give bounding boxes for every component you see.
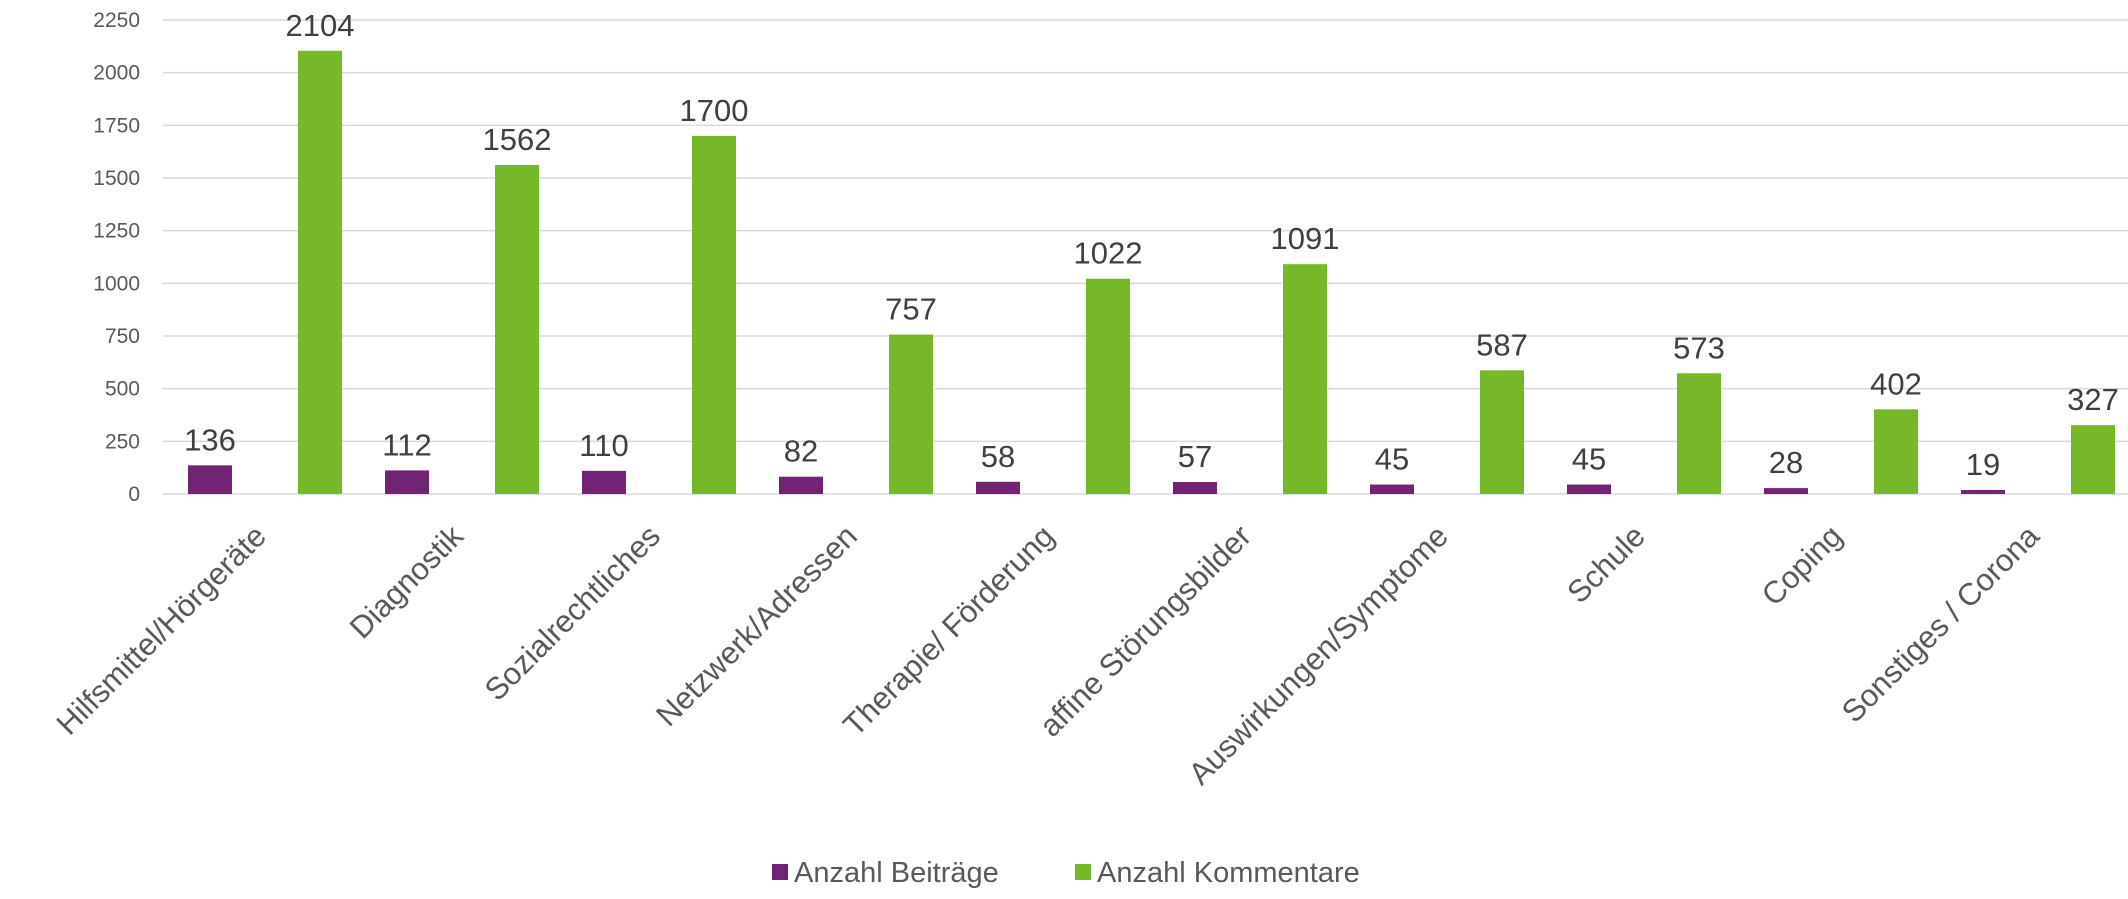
bar-beitraege [1567, 484, 1611, 494]
legend-swatch [1075, 864, 1091, 880]
bar-beitraege [188, 465, 232, 494]
data-label: 573 [1673, 330, 1725, 365]
bars [188, 50, 2115, 495]
y-tick-label: 0 [128, 483, 140, 506]
bar-kommentare [1677, 373, 1721, 494]
legend-swatch [772, 864, 788, 880]
x-category-label: Therapie/ Förderung [836, 518, 1061, 743]
data-label: 58 [981, 439, 1015, 474]
x-axis-category-labels: Hilfsmittel/Hörgeräte Diagnostik Sozialrec… [50, 518, 2047, 792]
bar-beitraege [1173, 481, 1217, 494]
data-label: 136 [184, 422, 236, 457]
bar-kommentare [692, 135, 736, 494]
data-label: 1562 [483, 122, 552, 157]
bar-kommentare [298, 50, 342, 495]
legend: Anzahl Beiträge Anzahl Kommentare [772, 857, 1360, 889]
x-category-label: affine Störungsbilder [1033, 518, 1258, 743]
y-tick-label: 1000 [93, 272, 140, 295]
x-category-label: Sonstiges / Corona [1835, 518, 2047, 730]
data-label: 757 [885, 292, 937, 327]
data-label: 45 [1375, 442, 1409, 477]
bar-kommentare [2071, 425, 2115, 494]
data-label: 402 [1870, 366, 1922, 401]
y-axis-ticks: 0 250 500 750 1000 1250 1500 1750 2000 2250 [93, 9, 140, 506]
x-category-label: Sozialrechtliches [478, 518, 667, 707]
x-category-label: Hilfsmittel/Hörgeräte [50, 518, 273, 741]
data-label: 1022 [1074, 236, 1143, 271]
gridlines [163, 19, 2128, 495]
y-tick-label: 1750 [93, 114, 140, 137]
data-label: 19 [1966, 447, 2000, 482]
data-label: 587 [1476, 327, 1528, 362]
bar-beitraege [1764, 488, 1808, 494]
y-tick-label: 1250 [93, 220, 140, 243]
bar-beitraege [582, 470, 626, 494]
bar-kommentare [1480, 370, 1524, 494]
bar-kommentare [1086, 278, 1130, 494]
x-category-label: Coping [1755, 518, 1849, 612]
data-label: 327 [2067, 382, 2119, 417]
data-label: 82 [784, 434, 818, 469]
bar-beitraege [779, 476, 823, 494]
bar-kommentare [889, 334, 933, 494]
x-category-label: Diagnostik [343, 518, 470, 645]
data-label: 2104 [286, 8, 355, 43]
bar-beitraege [1961, 489, 2005, 494]
data-label: 1091 [1271, 221, 1340, 256]
bar-beitraege [385, 470, 429, 494]
legend-label: Anzahl Kommentare [1097, 857, 1360, 889]
data-label: 57 [1178, 439, 1212, 474]
x-category-label: Netzwerk/Adressen [649, 518, 864, 733]
y-tick-label: 250 [105, 430, 140, 453]
y-tick-label: 2000 [93, 62, 140, 85]
data-label: 45 [1572, 442, 1606, 477]
data-label: 28 [1769, 445, 1803, 480]
legend-label: Anzahl Beiträge [794, 857, 999, 889]
bar-kommentare [1283, 264, 1327, 494]
y-tick-label: 2250 [93, 9, 140, 32]
bar-kommentare [1874, 409, 1918, 494]
y-tick-label: 750 [105, 325, 140, 348]
x-category-label: Schule [1560, 518, 1652, 610]
y-tick-label: 1500 [93, 167, 140, 190]
data-label: 112 [382, 427, 431, 462]
bar-beitraege [1370, 484, 1414, 494]
bar-kommentare [495, 164, 539, 494]
y-tick-label: 500 [105, 378, 140, 401]
data-labels: 136 2104 112 1562 110 1700 82 757 58 1022 57 1091 45… [184, 8, 2119, 482]
data-label: 1700 [680, 93, 749, 128]
bar-beitraege [976, 481, 1020, 494]
data-label: 110 [579, 428, 628, 463]
